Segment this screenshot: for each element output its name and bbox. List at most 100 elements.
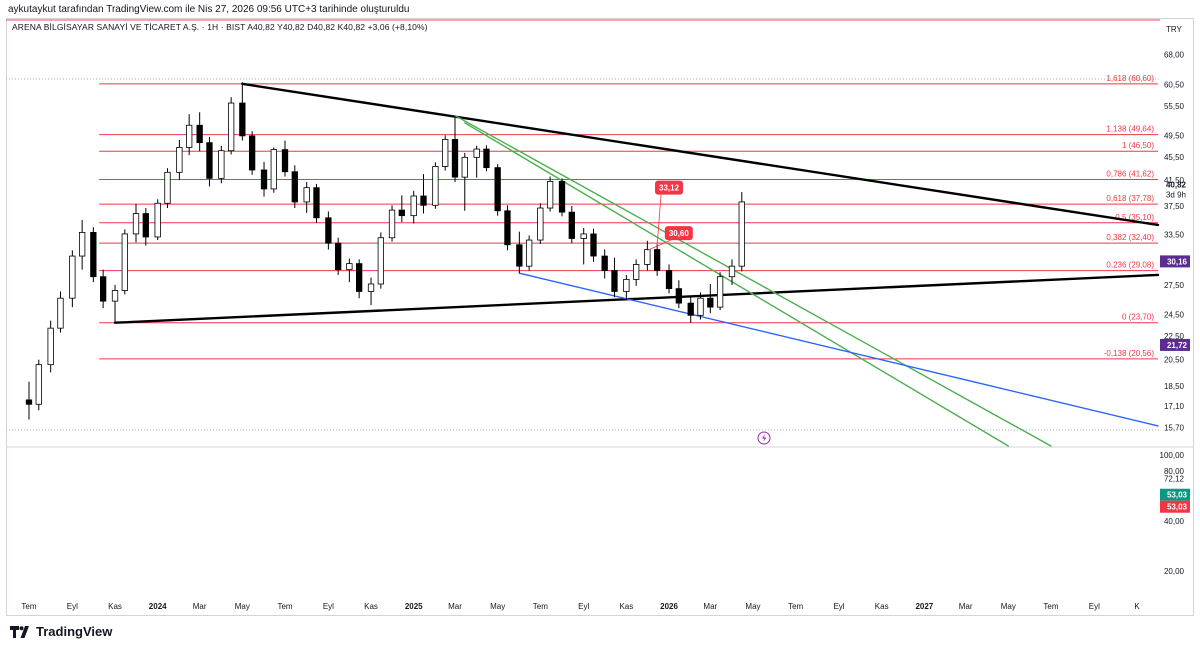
annotation-value: 33,12	[659, 184, 680, 193]
candle-body	[154, 202, 161, 238]
price-axis[interactable]: 68,00 60,50 55,50 49,50 45,50 41,50 37,50 33,50…	[1160, 51, 1190, 433]
candle-body	[451, 139, 459, 178]
fib-level-label: 0,382 (32,40)	[1106, 233, 1154, 242]
volume-tick-label: 100,00	[1160, 451, 1185, 460]
candle-body	[303, 187, 310, 203]
candle-body	[377, 237, 384, 285]
price-tick-label: 17,10	[1164, 402, 1185, 411]
fib-level-label: 1,618 (60,60)	[1106, 74, 1154, 83]
time-tick-label: 2026	[660, 602, 678, 611]
candle-body	[653, 249, 661, 271]
fib-level-label: -0,138 (20,56)	[1104, 349, 1155, 358]
time-tick-label: Tem	[533, 602, 548, 611]
candle-body	[47, 327, 54, 366]
candle-body	[516, 244, 523, 267]
time-axis[interactable]: Tem Eyl Kas 2024 Mar May Tem Eyl Kas 2025 Mar May Te…	[21, 602, 1140, 611]
price-label-badge	[1160, 338, 1190, 351]
candle-body	[132, 213, 140, 235]
candle-body	[227, 102, 235, 152]
candle-body	[239, 102, 246, 137]
annotation-connector	[647, 239, 671, 251]
candle-body	[420, 195, 427, 206]
candle-body	[218, 150, 225, 179]
price-tick-label: 68,00	[1164, 51, 1185, 60]
candle-body	[176, 147, 183, 173]
time-tick-label: 2024	[149, 602, 167, 611]
fib-level-label: 1,138 (49,64)	[1106, 125, 1154, 134]
trendline-green-upper	[454, 114, 1052, 447]
chart-frame	[6, 18, 1194, 616]
candles	[25, 82, 745, 420]
volume-tick-label: 40,00	[1164, 517, 1185, 526]
lightning-icon[interactable]	[757, 431, 771, 445]
currency-label[interactable]: TRY	[1166, 25, 1182, 34]
symbol-info: ARENA BİLGİSAYAR SANAYİ VE TİCARET A.Ş. …	[12, 22, 428, 32]
candle-body	[248, 135, 256, 171]
fib-level-label: 0,5 (35,10)	[1115, 213, 1154, 222]
candle-body	[99, 276, 107, 302]
candle-body	[623, 279, 630, 292]
tradingview-logo[interactable]: TradingView	[10, 624, 112, 639]
time-tick-label: Kas	[108, 602, 122, 611]
candle-body	[325, 217, 332, 244]
time-tick-label: Kas	[619, 602, 633, 611]
volume-label-badge	[1160, 500, 1190, 513]
candle-body	[728, 265, 736, 278]
time-tick-label: May	[1001, 602, 1016, 611]
candle-body	[611, 270, 618, 292]
candle-body	[665, 270, 673, 290]
fib-level-label: 1 (46,50)	[1122, 141, 1154, 150]
price-tick-label: 49,50	[1164, 131, 1185, 140]
trendlines[interactable]	[113, 82, 1160, 447]
fib-level-label: 0,786 (41,62)	[1106, 169, 1154, 178]
candle-body	[57, 297, 64, 329]
candle-body	[580, 233, 587, 239]
time-tick-label: Mar	[959, 602, 973, 611]
candle-body	[633, 264, 640, 280]
price-tick-label: 18,50	[1164, 382, 1185, 391]
candle-body	[398, 209, 405, 217]
candle-body	[313, 187, 320, 219]
fib-retracement[interactable]: 1,618 (60,60) 1,138 (49,64) 1 (46,50) 0,786…	[99, 74, 1158, 360]
price-label-badge	[1160, 255, 1190, 268]
bar-countdown: 3d 9h	[1166, 190, 1186, 199]
price-label-text: 30,16	[1167, 257, 1188, 266]
tradingview-logo-text: TradingView	[36, 624, 113, 639]
candle-body	[687, 302, 694, 316]
time-tick-label: Tem	[788, 602, 803, 611]
volume-label-badge	[1160, 488, 1190, 501]
tradingview-logo-icon	[10, 625, 29, 638]
price-tick-label: 45,50	[1164, 153, 1185, 162]
volume-tick-label: 72,12	[1164, 475, 1185, 484]
chart-attribution: aykutaykut tarafından TradingView.com il…	[8, 4, 410, 15]
candle-body	[461, 156, 468, 178]
candle-body	[270, 149, 277, 190]
volume-label-text: 53,03	[1167, 503, 1188, 512]
volume-label-text: 53,03	[1167, 491, 1188, 500]
annotation-value: 30,60	[669, 229, 690, 238]
volume-axis: 100,0080,0072,1260,0040,0020,0053,0353,0…	[1160, 451, 1190, 576]
candle-body	[738, 201, 745, 267]
time-tick-label: Tem	[21, 602, 36, 611]
price-tick-label: 22,50	[1164, 332, 1185, 341]
candle-body	[697, 297, 704, 316]
time-tick-label: May	[235, 602, 250, 611]
annotations[interactable]: 33,12 30,60	[647, 180, 693, 251]
time-tick-label: Eyl	[833, 602, 844, 611]
candle-body	[111, 290, 119, 302]
annotation-badge	[655, 180, 684, 195]
time-tick-label: 2025	[405, 602, 423, 611]
time-tick-label: Tem	[277, 602, 292, 611]
candle-body	[410, 195, 417, 217]
fib-level-label: 0 (23,70)	[1122, 313, 1154, 322]
candle-body	[164, 171, 171, 204]
fib-level-label: 0,618 (37,78)	[1106, 194, 1154, 203]
candle-body	[121, 233, 128, 291]
price-tick-label: 20,50	[1164, 356, 1185, 365]
lightning-icon-glyph	[762, 434, 767, 442]
trendline-blue-channel	[518, 272, 1159, 427]
time-tick-label: Eyl	[1089, 602, 1100, 611]
candle-body	[442, 139, 449, 167]
time-tick-label: Eyl	[578, 602, 589, 611]
